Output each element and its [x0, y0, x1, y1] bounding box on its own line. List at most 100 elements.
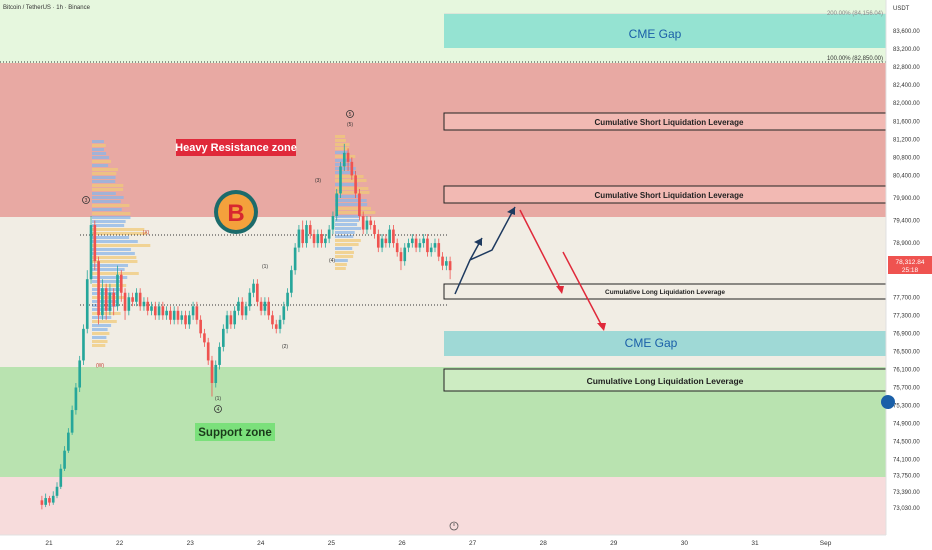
cme-gap-top-label: CME Gap	[629, 27, 682, 41]
volume-profile-bar	[335, 207, 371, 210]
candle-body	[172, 310, 176, 320]
x-tick-label: 26	[398, 540, 406, 547]
x-tick-label: 30	[681, 540, 689, 547]
volume-profile-bar	[92, 152, 107, 155]
candle-body	[422, 238, 425, 244]
time-axis-bg	[0, 535, 932, 550]
y-tick-label: 73,390.00	[893, 490, 920, 496]
candle-body	[308, 225, 312, 235]
candle-body	[119, 274, 123, 293]
volume-profile-bar	[335, 263, 347, 266]
candle-body	[395, 243, 399, 253]
volume-profile-bar	[92, 332, 110, 335]
short-liq-label-1: Cumulative Short Liquidation Leverage	[595, 118, 744, 127]
volume-profile-bar	[92, 148, 104, 151]
x-tick-label: 29	[610, 540, 618, 547]
candle-body	[218, 346, 221, 365]
volume-profile-bar	[92, 328, 108, 331]
volume-profile-bar	[335, 175, 364, 178]
volume-profile-bar	[92, 284, 127, 287]
symbol-title: Bitcoin / TetherUS · 1h · Binance	[3, 5, 91, 11]
candle-body	[342, 152, 346, 167]
volume-profile-bar	[92, 168, 118, 171]
wave-4-circle-label: 4	[217, 407, 220, 413]
candle-series	[40, 143, 452, 510]
volume-profile-bar	[92, 208, 122, 211]
candle-body	[414, 238, 418, 248]
cme-gap-top-box[interactable]	[444, 14, 886, 48]
candle-body	[237, 301, 240, 311]
support-zone-label: Support zone	[198, 427, 271, 439]
projection-up-path	[454, 206, 516, 295]
y-tick-label: 73,030.00	[893, 506, 920, 512]
alert-marker-icon[interactable]	[881, 395, 895, 409]
volume-profile-bar	[92, 176, 116, 179]
volume-profile-bar	[92, 172, 117, 175]
resistance-zone-label: Heavy Resistance zone	[175, 142, 297, 154]
volume-profile-bar	[92, 280, 123, 283]
projection-down-path	[519, 209, 563, 293]
price-tag	[888, 256, 932, 274]
resistance-label-bg	[176, 139, 296, 156]
candle-body	[78, 360, 82, 388]
volume-profile-bar	[335, 135, 346, 138]
clock-icon[interactable]	[449, 521, 459, 531]
candle-body	[429, 247, 433, 253]
candle-body	[267, 301, 271, 316]
price-axis[interactable]: USDT 83,600.00 83,200.00 82,800.00 82,400.0…	[881, 0, 932, 550]
candle-body	[271, 315, 274, 325]
volume-profile-bar	[335, 251, 354, 254]
volume-profile-bar	[335, 171, 357, 174]
wave-5-circle-label: 5	[349, 112, 352, 118]
candle-body	[55, 486, 59, 496]
candle-body	[339, 166, 342, 194]
volume-profile-bar	[92, 232, 147, 235]
y-tick-label: 81,200.00	[893, 137, 920, 143]
volume-profile-bar	[92, 200, 121, 203]
price-tag-countdown: 25:18	[902, 267, 919, 274]
cme-gap-bottom-box[interactable]	[444, 331, 886, 356]
candle-body	[259, 301, 263, 311]
y-tick-label: 76,900.00	[893, 331, 920, 337]
candle-body	[248, 292, 252, 307]
candle-body	[112, 292, 116, 307]
candle-body	[70, 410, 74, 433]
candle-body	[399, 252, 403, 262]
candle-body	[335, 193, 339, 217]
candle-body	[184, 315, 187, 325]
y-tick-label: 77,700.00	[893, 295, 920, 301]
volume-profile-bar	[335, 151, 348, 154]
x-tick-label: 27	[469, 540, 477, 547]
candle-body	[195, 306, 199, 320]
volume-profile-bar	[92, 156, 110, 159]
volume-profile-bar	[92, 248, 131, 251]
volume-profile-bar	[92, 252, 135, 255]
candle-body	[369, 220, 373, 226]
volume-profile-bar	[92, 212, 131, 215]
volume-profile-bar	[335, 187, 369, 190]
candle-body	[354, 175, 357, 194]
time-axis[interactable]: 21 22 23 24 25 26 27 28 29 30 31 Sep	[0, 521, 932, 550]
candle-body	[108, 292, 112, 311]
y-tick-label: 73,750.00	[893, 474, 920, 480]
x-tick-label: Sep	[820, 540, 832, 547]
y-tick-label: 82,800.00	[893, 65, 920, 71]
volume-profile-bar	[92, 240, 138, 243]
candle-body	[225, 315, 229, 329]
volume-profile-bar	[92, 256, 137, 259]
candle-body	[305, 225, 308, 244]
candle-body	[365, 220, 369, 230]
candle-body	[324, 238, 327, 244]
currency-label: USDT	[893, 6, 910, 12]
volume-profile	[92, 135, 376, 347]
volume-profile-bar	[92, 324, 112, 327]
candle-body	[214, 364, 218, 383]
projection-down-arrowhead-2-icon	[597, 323, 606, 331]
volume-profile-bar	[335, 227, 362, 230]
candle-body	[221, 328, 225, 347]
wave-5-circle-icon	[346, 110, 354, 118]
wave-5-label: (5)	[347, 122, 353, 128]
volume-profile-bar	[335, 223, 358, 226]
volume-profile-bar	[92, 188, 124, 191]
